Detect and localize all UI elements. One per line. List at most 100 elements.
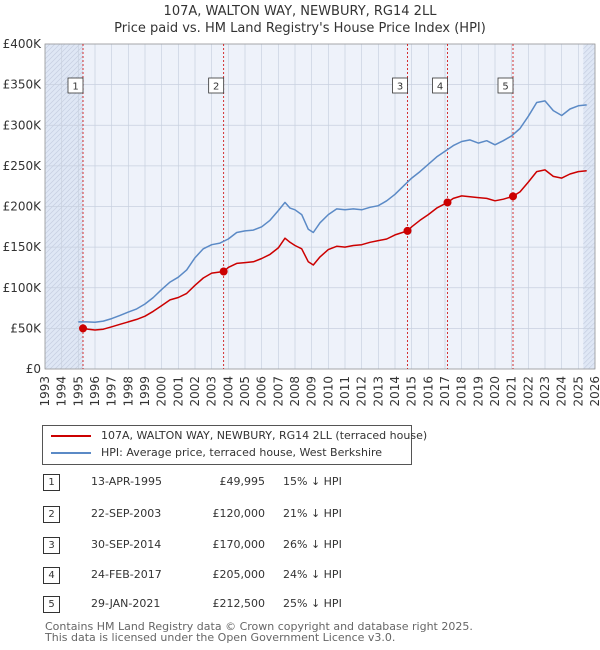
y-tick-label: £350K — [3, 78, 43, 92]
sale-number-badge: 4 — [43, 567, 60, 584]
hatch-line — [44, 43, 61, 60]
hatch-line — [583, 102, 596, 115]
hatch-line — [583, 187, 596, 200]
hatch-line — [583, 277, 596, 290]
x-tick-label: 1999 — [138, 376, 152, 407]
hatch-line — [44, 165, 84, 205]
x-tick-label: 1994 — [55, 376, 69, 407]
x-tick-label: 2006 — [255, 376, 269, 407]
x-tick-label: 2007 — [271, 376, 285, 407]
hatch-line — [44, 195, 84, 235]
hatch-line — [583, 77, 596, 90]
hatch-line — [44, 43, 51, 50]
hatch-line — [44, 265, 84, 305]
hatch-line — [583, 227, 596, 240]
x-tick-label: 2021 — [505, 376, 519, 407]
x-tick-label: 2015 — [405, 376, 419, 407]
chart-title: 107A, WALTON WAY, NEWBURY, RG14 2LL — [163, 4, 437, 19]
hatch-line — [583, 302, 596, 315]
sale-date: 13-APR-1995 — [91, 475, 163, 488]
hatch-line — [583, 217, 596, 230]
sale-date: 29-JAN-2021 — [91, 597, 161, 610]
hatch-line — [44, 43, 56, 55]
sale-number-badge: 2 — [43, 506, 60, 523]
hatch-line — [44, 270, 84, 310]
sale-price: £212,500 — [212, 597, 266, 610]
hatch-line — [44, 245, 84, 285]
hatch-line — [583, 332, 596, 345]
hatch-line — [583, 117, 596, 130]
sale-hpi-delta: 25% ↓ HPI — [283, 597, 342, 610]
hatch-line — [44, 260, 84, 300]
x-tick-label: 1996 — [88, 376, 102, 407]
y-tick-label: £150K — [3, 240, 43, 254]
hatch-line — [583, 297, 596, 310]
hatch-line — [44, 115, 84, 155]
price-chart: £0 £50K £100K £150K £200K £250K £300K £350K £400… — [3, 37, 600, 407]
hatch-line — [583, 167, 596, 180]
sale-hpi-delta: 21% ↓ HPI — [283, 507, 342, 520]
hatch-line — [583, 127, 596, 140]
hatch-line — [583, 62, 596, 75]
hatch-line — [44, 295, 84, 335]
x-tick-label: 2018 — [455, 376, 469, 407]
hatch-line — [583, 327, 596, 340]
series-line — [82, 169, 587, 331]
hatch-line — [44, 43, 76, 75]
sale-label-number: 4 — [437, 82, 443, 93]
series-line — [78, 100, 587, 324]
sale-hpi-delta: 26% ↓ HPI — [283, 538, 342, 551]
hatch-line — [44, 145, 84, 185]
hatch-line — [583, 47, 596, 60]
hatch-line — [583, 132, 596, 145]
hatch-line — [583, 147, 596, 160]
hatch-line — [583, 357, 596, 370]
x-tick-label: 2026 — [588, 376, 600, 407]
x-tick-label: 2024 — [555, 376, 569, 407]
hatch-line — [44, 160, 84, 200]
hatch-line — [583, 57, 596, 70]
sale-number-badge: 1 — [43, 474, 60, 491]
hatch-line — [583, 172, 596, 185]
hatch-line — [44, 300, 84, 340]
sale-point — [443, 198, 452, 207]
hatch-line — [583, 257, 596, 270]
x-tick-label: 2009 — [305, 376, 319, 407]
sale-date: 24-FEB-2017 — [91, 568, 162, 581]
sale-label-box — [392, 77, 408, 94]
hatch-line — [44, 60, 84, 100]
hatch-line — [583, 52, 596, 65]
x-tick-label: 2012 — [355, 376, 369, 407]
sale-date: 22-SEP-2003 — [91, 507, 162, 520]
hatch-line — [583, 152, 596, 165]
x-tick-label: 2002 — [188, 376, 202, 407]
legend-label-hpi: HPI: Average price, terraced house, West… — [101, 446, 383, 459]
sale-price: £49,995 — [219, 475, 266, 488]
hatch-line — [49, 335, 84, 370]
x-tick-label: 2016 — [421, 376, 435, 407]
hatch-line — [583, 162, 596, 175]
sale-label-box — [67, 77, 84, 94]
y-tick-label: £200K — [3, 200, 43, 214]
sale-number-badge: 5 — [43, 596, 60, 613]
chart-subtitle: Price paid vs. HM Land Registry's House … — [114, 21, 486, 36]
hatch-line — [583, 267, 596, 280]
sale-hpi-delta: 24% ↓ HPI — [283, 568, 342, 581]
hatch-line — [583, 177, 596, 190]
hatch-line — [44, 55, 84, 95]
hatch-line — [44, 110, 84, 150]
hatch-line — [44, 290, 84, 330]
hatch-line — [44, 275, 84, 315]
hatch-line — [583, 112, 596, 125]
x-tick-label: 2004 — [221, 376, 235, 407]
hatch-line — [44, 140, 84, 180]
hatch-line — [64, 350, 84, 370]
hatch-line — [583, 142, 596, 155]
y-tick-label: £250K — [3, 159, 43, 173]
hatch-line — [79, 365, 84, 370]
x-tick-label: 2014 — [388, 376, 402, 407]
x-tick-label: 2025 — [571, 376, 585, 407]
sale-label-box — [208, 77, 225, 94]
hatch-line — [583, 182, 596, 195]
hatch-line — [583, 312, 596, 325]
